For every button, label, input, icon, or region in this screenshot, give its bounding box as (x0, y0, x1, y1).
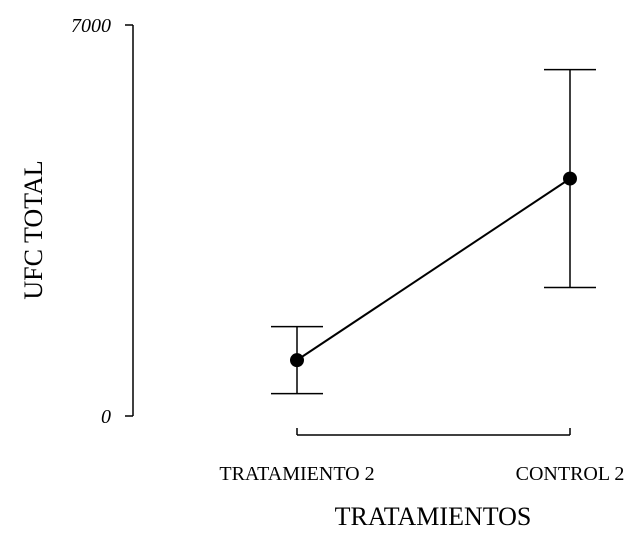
series-line (296, 177, 571, 361)
x-axis-title: TRATAMIENTOS (335, 502, 532, 531)
y-tick-label: 7000 (71, 15, 111, 37)
y-axis-title: UFC TOTAL (19, 160, 48, 299)
axes (125, 24, 571, 436)
data-point (290, 353, 304, 368)
series (290, 171, 577, 368)
labels: 0 7000 TRATAMIENTO 2 CONTROL 2 TRATAMIENTOS U… (19, 15, 624, 531)
x-tick-label: CONTROL 2 (516, 463, 625, 485)
x-tick-label: TRATAMIENTO 2 (219, 463, 374, 485)
data-point (563, 171, 577, 186)
y-tick-label: 0 (101, 406, 111, 428)
